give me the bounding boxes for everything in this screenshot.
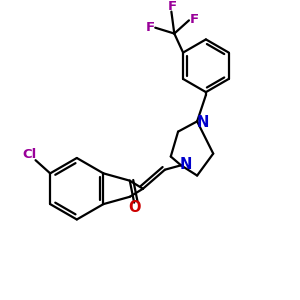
Text: N: N (196, 116, 208, 130)
Text: O: O (128, 200, 141, 215)
Text: F: F (146, 21, 154, 34)
Text: F: F (190, 13, 199, 26)
Text: N: N (180, 157, 193, 172)
Text: Cl: Cl (22, 148, 36, 161)
Text: F: F (167, 0, 176, 13)
